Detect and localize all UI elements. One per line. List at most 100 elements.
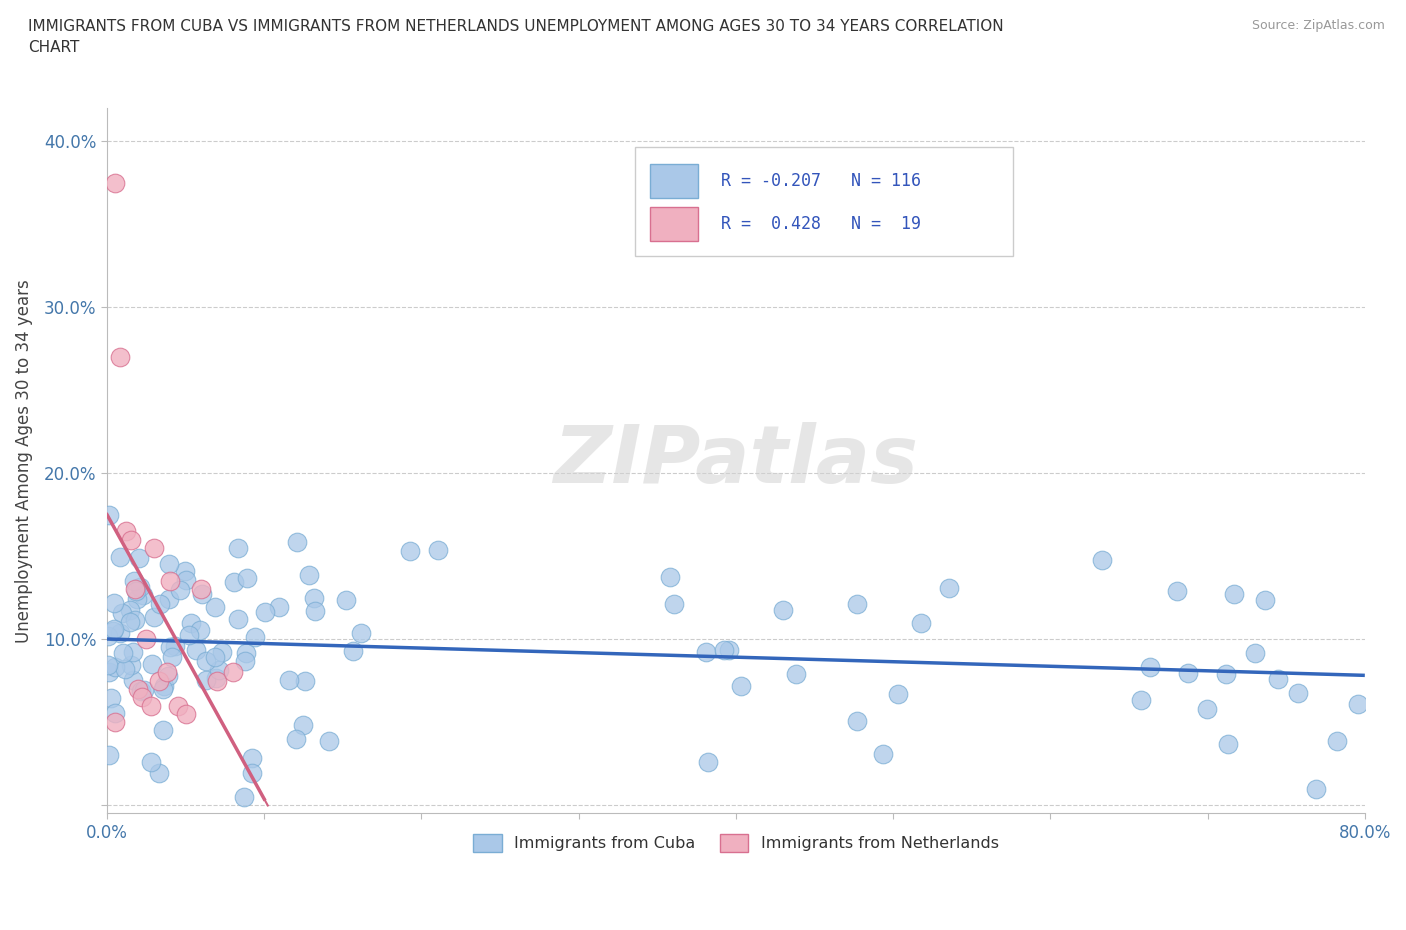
Point — [101, 624, 124, 639]
Point — [98, 748, 121, 763]
Legend: Immigrants from Cuba, Immigrants from Netherlands: Immigrants from Cuba, Immigrants from Ne… — [467, 827, 1005, 858]
Point — [717, 643, 740, 658]
Point — [318, 734, 340, 749]
Point — [97, 658, 120, 672]
Point — [104, 706, 127, 721]
Y-axis label: Unemployment Among Ages 30 to 34 years: Unemployment Among Ages 30 to 34 years — [15, 279, 32, 643]
Point — [166, 698, 188, 713]
Point — [122, 574, 145, 589]
Point — [233, 653, 256, 668]
Point — [222, 665, 245, 680]
Point — [104, 659, 127, 674]
Point — [108, 549, 131, 564]
Point — [1177, 666, 1199, 681]
FancyBboxPatch shape — [636, 147, 1012, 256]
Point — [135, 631, 157, 646]
Point — [104, 175, 127, 190]
Point — [120, 603, 142, 618]
Point — [1286, 685, 1309, 700]
Point — [695, 644, 717, 659]
Point — [139, 698, 162, 713]
Point — [159, 591, 181, 606]
Point — [222, 574, 245, 589]
Point — [254, 604, 277, 619]
Point — [1305, 781, 1327, 796]
Point — [124, 584, 146, 599]
Point — [127, 682, 149, 697]
Point — [97, 629, 120, 644]
Point — [662, 597, 685, 612]
Point — [304, 604, 326, 618]
Point — [194, 654, 217, 669]
Point — [179, 616, 201, 631]
Point — [1166, 584, 1188, 599]
Point — [242, 751, 264, 765]
Point — [205, 671, 228, 685]
Point — [1253, 593, 1275, 608]
Point — [177, 628, 200, 643]
Point — [174, 707, 197, 722]
Point — [103, 621, 125, 636]
Point — [205, 673, 228, 688]
Point — [342, 644, 364, 658]
Point — [141, 755, 163, 770]
Point — [298, 567, 321, 582]
Point — [277, 672, 299, 687]
Point — [108, 350, 131, 365]
Point — [132, 683, 155, 698]
Point — [127, 591, 149, 606]
Point — [124, 613, 146, 628]
Point — [195, 672, 218, 687]
Point — [910, 616, 932, 631]
Point — [887, 686, 910, 701]
Point — [149, 596, 172, 611]
Point — [302, 591, 325, 605]
Point — [131, 690, 153, 705]
Point — [132, 588, 155, 603]
Point — [156, 665, 179, 680]
Point — [111, 605, 134, 620]
Point — [1347, 697, 1369, 711]
Point — [122, 644, 145, 659]
Point — [285, 732, 308, 747]
Point — [129, 579, 152, 594]
Point — [152, 682, 174, 697]
Point — [1222, 586, 1244, 601]
Point — [350, 625, 373, 640]
Point — [120, 658, 142, 672]
Point — [100, 691, 122, 706]
Point — [426, 542, 449, 557]
Text: Source: ZipAtlas.com: Source: ZipAtlas.com — [1251, 19, 1385, 32]
Point — [285, 535, 308, 550]
Point — [1267, 671, 1289, 686]
Point — [104, 715, 127, 730]
Point — [176, 573, 198, 588]
Point — [111, 645, 134, 660]
Point — [291, 718, 314, 733]
Point — [785, 666, 807, 681]
Point — [207, 662, 229, 677]
Point — [143, 540, 166, 555]
Point — [204, 649, 226, 664]
Point — [128, 551, 150, 565]
Point — [845, 597, 868, 612]
Point — [142, 609, 165, 624]
Point — [872, 746, 894, 761]
Point — [659, 570, 682, 585]
Point — [191, 587, 214, 602]
Point — [98, 507, 121, 522]
Point — [204, 599, 226, 614]
Point — [148, 673, 170, 688]
Point — [159, 640, 181, 655]
Point — [713, 643, 735, 658]
Text: R = -0.207   N = 116: R = -0.207 N = 116 — [721, 172, 921, 191]
Point — [188, 622, 211, 637]
Point — [243, 630, 266, 644]
Point — [174, 564, 197, 578]
Point — [124, 582, 146, 597]
Point — [294, 673, 316, 688]
Bar — [651, 165, 699, 198]
Point — [730, 679, 752, 694]
Point — [121, 672, 143, 687]
Point — [236, 571, 259, 586]
